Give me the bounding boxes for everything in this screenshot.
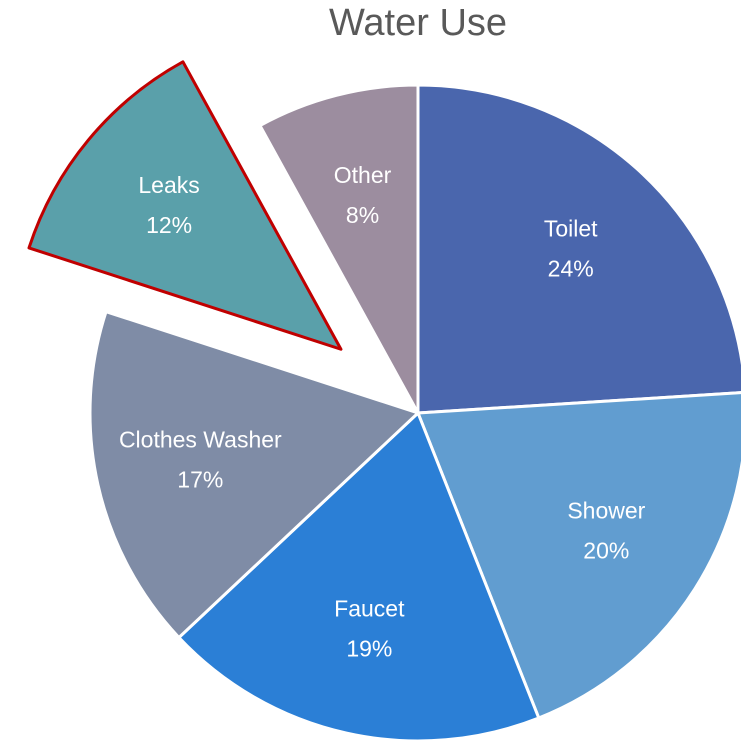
slice-label: Other <box>334 162 392 188</box>
pie-slice <box>88 310 420 640</box>
chart-title: Water Use <box>329 2 507 44</box>
slice-value-label: 12% <box>146 212 192 238</box>
slice-value-label: 24% <box>548 255 594 281</box>
pie-slice <box>416 391 741 720</box>
slice-label: Leaks <box>138 172 199 198</box>
pie-slice <box>27 60 343 351</box>
slice-label: Clothes Washer <box>119 427 282 453</box>
pie-slice <box>416 83 741 415</box>
pie-slice <box>258 83 420 415</box>
slice-label: Toilet <box>544 215 598 241</box>
pie-slice <box>177 411 541 743</box>
slice-value-label: 20% <box>583 538 629 564</box>
slice-label: Faucet <box>334 596 405 622</box>
slice-value-label: 19% <box>346 636 392 662</box>
slice-label: Shower <box>567 498 645 524</box>
slice-value-label: 8% <box>346 202 379 228</box>
slice-value-label: 17% <box>177 467 223 493</box>
